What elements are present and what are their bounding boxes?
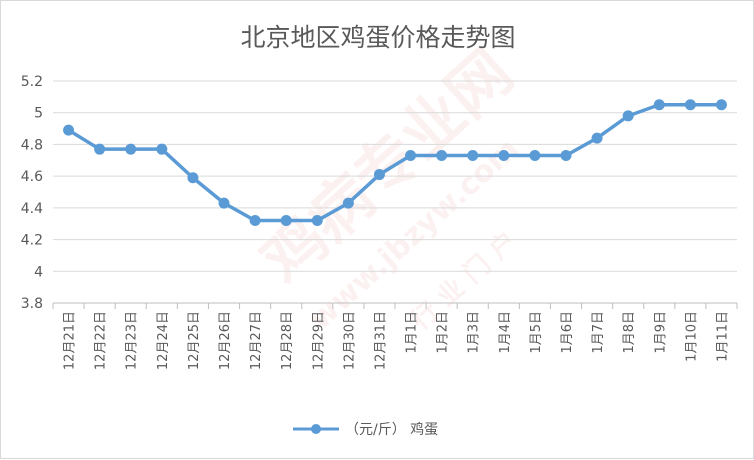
data-point — [529, 150, 541, 162]
x-tick-label: 12月30日 — [342, 311, 357, 370]
legend-marker — [311, 424, 321, 434]
x-tick-label: 12月26日 — [218, 311, 233, 370]
x-tick-label: 12月23日 — [125, 311, 140, 370]
data-point — [622, 110, 634, 122]
data-point — [436, 150, 448, 162]
y-tick-label: 4.6 — [21, 169, 43, 185]
data-point — [125, 143, 137, 155]
data-point — [280, 215, 292, 227]
y-tick-label: 4.2 — [21, 233, 43, 249]
data-point — [249, 215, 261, 227]
data-point — [156, 143, 168, 155]
chart-title: 北京地区鸡蛋价格走势图 — [240, 23, 515, 52]
x-tick-label: 1月6日 — [560, 311, 575, 354]
x-tick-label: 1月8日 — [622, 311, 637, 354]
data-point — [187, 172, 199, 184]
x-tick-label: 12月31日 — [373, 311, 388, 370]
y-tick-label: 5 — [34, 106, 43, 122]
y-tick-label: 3.8 — [21, 296, 43, 312]
x-tick-labels: 12月21日 12月22日 12月23日 12月24日 12月25日 12月26日 12月2… — [63, 311, 731, 370]
data-point — [373, 169, 385, 181]
x-tick-label: 1月1日 — [405, 311, 420, 354]
data-point — [560, 150, 572, 162]
x-tick-label: 12月25日 — [187, 311, 202, 370]
y-tick-label: 5.2 — [21, 74, 43, 90]
y-tick-label: 4.4 — [21, 201, 43, 217]
series-egg — [63, 99, 727, 227]
x-tick-label: 1月10日 — [684, 311, 699, 362]
data-point — [684, 99, 696, 111]
legend-label: （元/斤） 鸡蛋 — [345, 421, 438, 438]
data-point — [653, 99, 665, 111]
x-tick-label: 1月3日 — [467, 311, 482, 354]
legend: （元/斤） 鸡蛋 — [293, 421, 438, 438]
x-tick-label: 12月24日 — [156, 311, 171, 370]
gridlines — [53, 80, 737, 272]
x-tick-label: 12月22日 — [94, 311, 109, 370]
x-axis — [52, 302, 738, 309]
x-tick-label: 1月9日 — [653, 311, 668, 354]
x-tick-label: 12月21日 — [63, 311, 78, 370]
data-point — [467, 150, 479, 162]
x-tick-label: 1月2日 — [436, 311, 451, 354]
y-axis: 3.8 4 4.2 4.4 4.6 4.8 5 5.2 — [21, 74, 43, 312]
x-tick-label: 12月28日 — [280, 311, 295, 370]
data-point — [218, 197, 230, 209]
data-point — [591, 132, 603, 144]
data-point — [715, 99, 727, 111]
x-tick-label: 12月29日 — [311, 311, 326, 370]
data-point — [498, 150, 510, 162]
data-point — [342, 197, 354, 209]
y-tick-label: 4 — [34, 264, 43, 280]
data-point — [311, 215, 323, 227]
x-tick-label: 1月7日 — [591, 311, 606, 354]
x-tick-label: 12月27日 — [249, 311, 264, 370]
x-tick-label: 1月11日 — [715, 311, 730, 362]
x-tick-label: 1月4日 — [498, 311, 513, 354]
series-line — [67, 103, 722, 223]
x-tick-label: 1月5日 — [529, 311, 544, 354]
data-point — [94, 143, 106, 155]
data-point — [405, 150, 417, 162]
y-tick-label: 4.8 — [21, 137, 43, 153]
data-point — [63, 124, 75, 136]
